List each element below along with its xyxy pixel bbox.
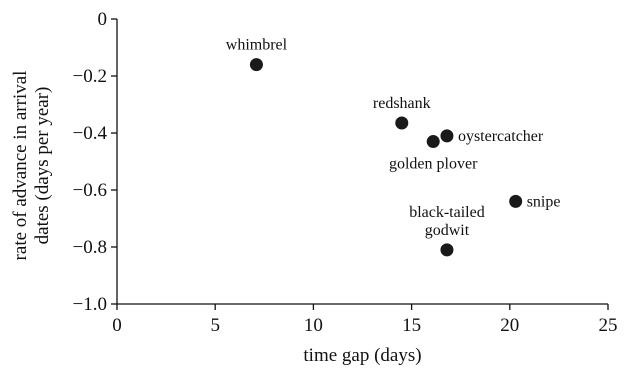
data-points	[249, 58, 523, 257]
point-label: whimbrel	[226, 37, 288, 54]
point-label: redshank	[373, 95, 431, 112]
data-point	[440, 129, 454, 143]
y-tick-label: −0.2	[73, 66, 107, 87]
y-tick-label: −0.4	[73, 123, 108, 144]
x-tick-label: 20	[500, 315, 519, 336]
y-axis-label: rate of advance in arrivaldates (days pe…	[10, 71, 53, 261]
x-axis-ticks: 0 5 10 15 20 25	[112, 304, 618, 336]
point-label: golden plover	[389, 156, 478, 173]
chart-axes	[116, 19, 608, 305]
y-tick-label: 0	[98, 9, 108, 30]
point-label: snipe	[527, 193, 561, 210]
y-tick-label: −0.6	[73, 180, 107, 201]
y-tick-label: −1.0	[73, 294, 107, 315]
data-point	[440, 243, 454, 257]
x-tick-label: 5	[210, 315, 220, 336]
x-tick-label: 15	[402, 315, 421, 336]
x-tick-label: 25	[599, 315, 618, 336]
data-point	[509, 194, 523, 208]
y-axis-ticks: 0 −0.2 −0.4 −0.6 −0.8 −1.0	[73, 9, 117, 315]
x-axis-label: time gap (days)	[303, 345, 421, 366]
x-tick-label: 0	[112, 315, 122, 336]
point-label: oystercatcher	[458, 128, 544, 145]
point-labels: whimbrel redshank golden plover oystercatch…	[226, 37, 561, 239]
data-point	[395, 116, 409, 130]
x-tick-label: 10	[304, 315, 323, 336]
data-point	[426, 135, 440, 149]
y-tick-label: −0.8	[73, 237, 107, 258]
point-label: black-tailed godwit	[409, 204, 485, 239]
data-point	[249, 58, 263, 72]
